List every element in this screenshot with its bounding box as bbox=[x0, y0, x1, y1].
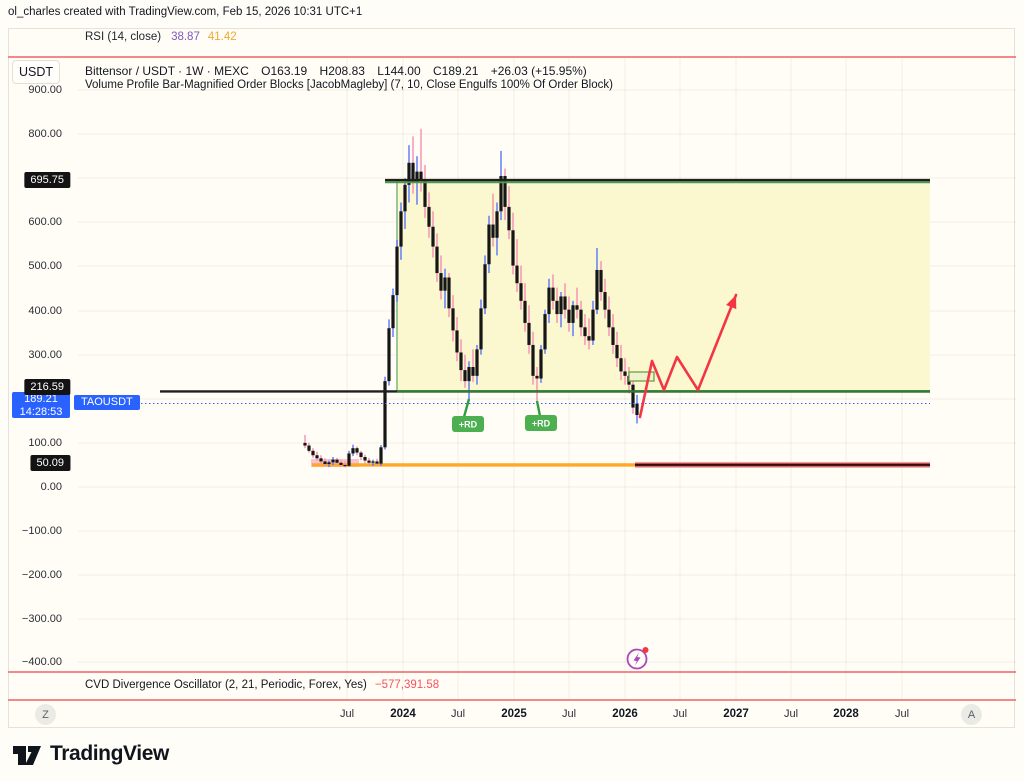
pane-separator[interactable] bbox=[8, 699, 1016, 701]
price-axis-label: 400.00 bbox=[28, 305, 62, 317]
symbol-price-flag[interactable]: TAOUSDT bbox=[74, 395, 140, 410]
current-price-badge: 189.21 14:28:53 bbox=[12, 392, 70, 418]
time-axis-label: Jul bbox=[672, 708, 688, 720]
tradingview-logo: TradingView bbox=[12, 740, 169, 768]
cvd-indicator-legend: CVD Divergence Oscillator (2, 21, Period… bbox=[85, 679, 439, 691]
time-axis-label: 2026 bbox=[612, 708, 638, 720]
projection-arrow-line bbox=[638, 293, 738, 419]
rsi-value-2: 41.42 bbox=[207, 31, 237, 43]
symbol-title: Bittensor / USDT · 1W · MEXC bbox=[85, 64, 249, 78]
time-axis-label: 2028 bbox=[833, 708, 859, 720]
price-level-badge: 50.09 bbox=[30, 455, 70, 471]
ohlc-change: +26.03 (+15.95%) bbox=[490, 64, 587, 78]
rsi-indicator-legend: RSI (14, close) 38.87 41.42 bbox=[85, 31, 237, 43]
time-axis-label: Jul bbox=[450, 708, 466, 720]
price-axis-label: −100.00 bbox=[21, 525, 62, 537]
time-axis-label: Jul bbox=[339, 708, 355, 720]
pink-band bbox=[311, 459, 359, 467]
price-axis-label: 800.00 bbox=[28, 128, 62, 140]
attribution-text: ol_charles created with TradingView.com,… bbox=[8, 6, 363, 18]
cvd-title: CVD Divergence Oscillator (2, 21, Period… bbox=[85, 679, 367, 691]
time-axis-label: Jul bbox=[561, 708, 577, 720]
price-axis-label: 900.00 bbox=[28, 84, 62, 96]
price-axis-label: 300.00 bbox=[28, 349, 62, 361]
pane-separator[interactable] bbox=[8, 56, 1016, 58]
pane-separator[interactable] bbox=[8, 671, 1016, 673]
ohlc-low: L144.00 bbox=[377, 64, 421, 78]
price-level-badge: 216.59 bbox=[24, 379, 70, 395]
price-axis-label: −400.00 bbox=[21, 656, 62, 668]
indicator-legend: Volume Profile Bar-Magnified Order Block… bbox=[85, 79, 613, 91]
symbol-legend: Bittensor / USDT · 1W · MEXC O163.19 H20… bbox=[85, 64, 596, 78]
rsi-title: RSI (14, close) bbox=[85, 31, 162, 43]
time-axis-label: Jul bbox=[783, 708, 799, 720]
time-axis-label: Jul bbox=[894, 708, 910, 720]
rd-signal-line bbox=[535, 400, 542, 417]
price-level-badge: 695.75 bbox=[24, 172, 70, 188]
current-price-countdown: 14:28:53 bbox=[19, 406, 63, 418]
rsi-value-1: 38.87 bbox=[171, 31, 200, 43]
price-axis-currency-button[interactable]: USDT bbox=[12, 60, 60, 84]
tradingview-logo-text: TradingView bbox=[50, 742, 169, 765]
ohlc-open: O163.19 bbox=[261, 64, 308, 78]
rd-signal-label bbox=[525, 415, 557, 431]
projection-arrow-head bbox=[726, 295, 737, 310]
scroll-right-button[interactable]: A bbox=[961, 704, 982, 725]
ohlc-high: H208.83 bbox=[319, 64, 365, 78]
notification-dot bbox=[642, 647, 649, 653]
price-axis-label: 500.00 bbox=[28, 260, 62, 272]
time-axis-label: 2024 bbox=[390, 708, 416, 720]
tradingview-logo-icon bbox=[13, 746, 41, 765]
time-axis-label: 2025 bbox=[501, 708, 527, 720]
price-axis-label: 600.00 bbox=[28, 216, 62, 228]
price-axis-label: 100.00 bbox=[28, 437, 62, 449]
scroll-left-button[interactable]: Z bbox=[35, 704, 56, 725]
rd-signal-label bbox=[452, 416, 484, 432]
price-axis-label: −300.00 bbox=[21, 613, 62, 625]
time-axis-label: 2027 bbox=[723, 708, 749, 720]
current-price-value: 189.21 bbox=[24, 393, 58, 405]
price-axis-label: −200.00 bbox=[21, 569, 62, 581]
rd-signal-text: +RD bbox=[532, 419, 551, 429]
price-axis-label: 0.00 bbox=[40, 481, 62, 493]
rd-signal-text: +RD bbox=[459, 420, 478, 430]
rd-signal-line bbox=[462, 398, 471, 418]
ohlc-close: C189.21 bbox=[433, 64, 479, 78]
lightning-bolt-glyph bbox=[633, 652, 641, 666]
small-order-block bbox=[628, 371, 655, 382]
cvd-value: −577,391.58 bbox=[374, 679, 440, 691]
